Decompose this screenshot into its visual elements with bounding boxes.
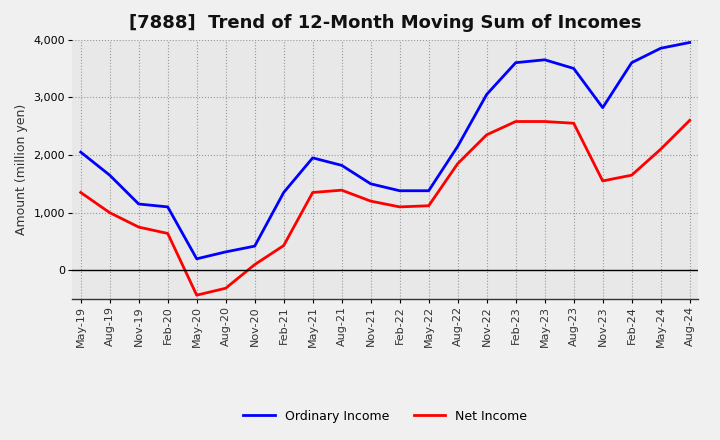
Net Income xyxy=(511,119,520,124)
Net Income xyxy=(338,187,346,193)
Ordinary Income xyxy=(163,204,172,209)
Ordinary Income xyxy=(657,46,665,51)
Net Income xyxy=(308,190,317,195)
Net Income xyxy=(135,224,143,230)
Ordinary Income xyxy=(598,105,607,110)
Ordinary Income xyxy=(511,60,520,65)
Line: Net Income: Net Income xyxy=(81,121,690,295)
Title: [7888]  Trend of 12-Month Moving Sum of Incomes: [7888] Trend of 12-Month Moving Sum of I… xyxy=(129,15,642,33)
Ordinary Income xyxy=(135,202,143,207)
Ordinary Income xyxy=(570,66,578,71)
Net Income xyxy=(482,132,491,137)
Net Income xyxy=(251,262,259,267)
Ordinary Income xyxy=(76,150,85,155)
Net Income xyxy=(424,203,433,209)
Net Income xyxy=(627,172,636,178)
Net Income xyxy=(598,178,607,183)
Ordinary Income xyxy=(308,155,317,161)
Ordinary Income xyxy=(105,172,114,178)
Net Income xyxy=(541,119,549,124)
Legend: Ordinary Income, Net Income: Ordinary Income, Net Income xyxy=(238,404,532,428)
Ordinary Income xyxy=(251,243,259,249)
Ordinary Income xyxy=(338,163,346,168)
Net Income xyxy=(192,293,201,298)
Line: Ordinary Income: Ordinary Income xyxy=(81,43,690,259)
Ordinary Income xyxy=(192,256,201,261)
Ordinary Income xyxy=(685,40,694,45)
Ordinary Income xyxy=(627,60,636,65)
Net Income xyxy=(279,243,288,248)
Ordinary Income xyxy=(541,57,549,62)
Net Income xyxy=(221,286,230,291)
Net Income xyxy=(163,231,172,236)
Net Income xyxy=(105,210,114,215)
Net Income xyxy=(76,190,85,195)
Ordinary Income xyxy=(424,188,433,194)
Net Income xyxy=(685,118,694,123)
Ordinary Income xyxy=(279,190,288,195)
Net Income xyxy=(395,204,404,209)
Net Income xyxy=(366,198,375,204)
Y-axis label: Amount (million yen): Amount (million yen) xyxy=(15,104,28,235)
Ordinary Income xyxy=(454,144,462,149)
Net Income xyxy=(657,147,665,152)
Net Income xyxy=(570,121,578,126)
Ordinary Income xyxy=(366,181,375,187)
Ordinary Income xyxy=(395,188,404,194)
Ordinary Income xyxy=(221,249,230,254)
Ordinary Income xyxy=(482,92,491,97)
Net Income xyxy=(454,161,462,166)
